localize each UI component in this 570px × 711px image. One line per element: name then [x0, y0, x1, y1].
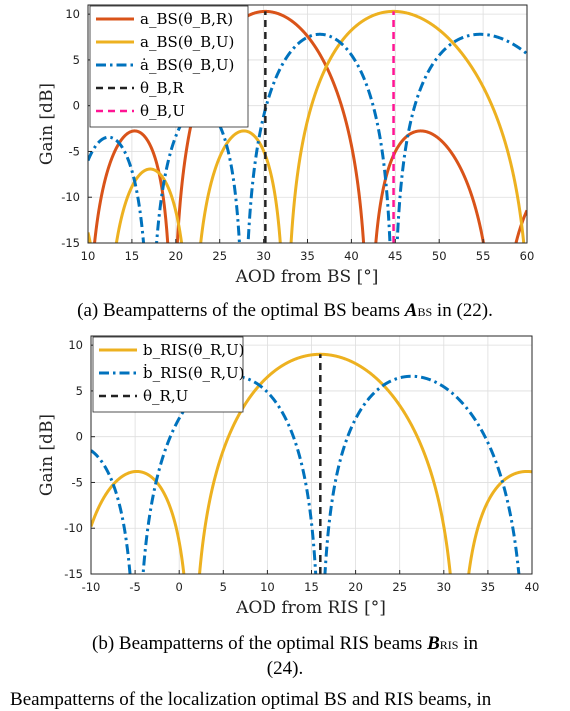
tick-label-x: 40 [344, 249, 359, 263]
chart-b-ylabel: Gain [dB] [37, 414, 57, 496]
chart-a-xlabel: AOD from BS [°] [235, 267, 379, 287]
legend-label: ḃ_RIS(θ_R,U) [143, 364, 245, 382]
tick-label-x: 10 [81, 249, 96, 263]
tick-label-x: 30 [436, 580, 451, 594]
tick-label-x: 20 [168, 249, 183, 263]
tick-label-x: -5 [129, 580, 140, 594]
chart-b-legend: b_RIS(θ_R,U) ḃ_RIS(θ_R,U) θ_R,U [92, 336, 245, 413]
legend-label: a_BS(θ_B,R) [140, 10, 233, 28]
legend-label: b_RIS(θ_R,U) [143, 341, 245, 359]
legend-label: θ_R,U [143, 387, 188, 405]
tick-label-y: -10 [64, 521, 83, 535]
tick-label-x: 60 [520, 249, 535, 263]
tick-label-x: 40 [525, 580, 540, 594]
series-line-1 [88, 9, 526, 243]
chart-a-caption: (a) Beampatterns of the optimal BS beams… [77, 300, 493, 321]
chart-a-vlines [264, 11, 395, 243]
series-line-0 [93, 9, 527, 243]
series-line-0 [91, 352, 532, 574]
tick-label-y: -5 [69, 144, 80, 158]
tick-label-y: -5 [72, 475, 83, 489]
tick-label-x: 5 [220, 580, 227, 594]
tick-label-x: 0 [176, 580, 183, 594]
figure-caption-fragment: : Beampatterns of the localization optim… [10, 689, 492, 710]
tick-label-x: 55 [476, 249, 491, 263]
tick-label-x: 15 [304, 580, 319, 594]
tick-label-x: 25 [392, 580, 407, 594]
chart-b-caption: (b) Beampatterns of the optimal RIS beam… [92, 633, 478, 679]
tick-label-y: 0 [73, 99, 80, 113]
chart-a-curves [88, 9, 527, 243]
chart-a-ylabel: Gain [dB] [37, 83, 57, 165]
legend-label: θ_B,U [140, 102, 185, 120]
legend-label: a_BS(θ_B,U) [140, 33, 234, 51]
legend-label: θ_B,R [140, 79, 184, 97]
series-line-1 [91, 374, 521, 574]
tick-label-y: -15 [61, 236, 80, 250]
tick-label-x: -10 [82, 580, 101, 594]
tick-label-x: 50 [432, 249, 447, 263]
tick-label-x: 20 [348, 580, 363, 594]
tick-label-y: -15 [64, 567, 83, 581]
tick-label-x: 35 [300, 249, 315, 263]
legend-label: ȧ_BS(θ_B,U) [140, 56, 234, 74]
tick-label-x: 25 [212, 249, 227, 263]
tick-label-x: 15 [125, 249, 140, 263]
tick-label-x: 30 [256, 249, 271, 263]
chart-b-xlabel: AOD from RIS [°] [235, 598, 386, 618]
tick-label-y: 0 [76, 430, 83, 444]
tick-label-x: 10 [260, 580, 275, 594]
tick-label-y: 5 [76, 384, 83, 398]
tick-label-x: 45 [388, 249, 403, 263]
chart-a-legend: a_BS(θ_B,R) a_BS(θ_B,U) ȧ_BS(θ_B,U) θ_B,R θ_… [89, 5, 249, 128]
chart-b-curves [91, 352, 532, 574]
tick-label-x: 35 [481, 580, 496, 594]
tick-label-y: -10 [61, 190, 80, 204]
tick-label-y: 10 [65, 7, 80, 21]
legend-box [89, 5, 249, 128]
tick-label-y: 10 [68, 338, 83, 352]
tick-label-y: 5 [73, 53, 80, 67]
